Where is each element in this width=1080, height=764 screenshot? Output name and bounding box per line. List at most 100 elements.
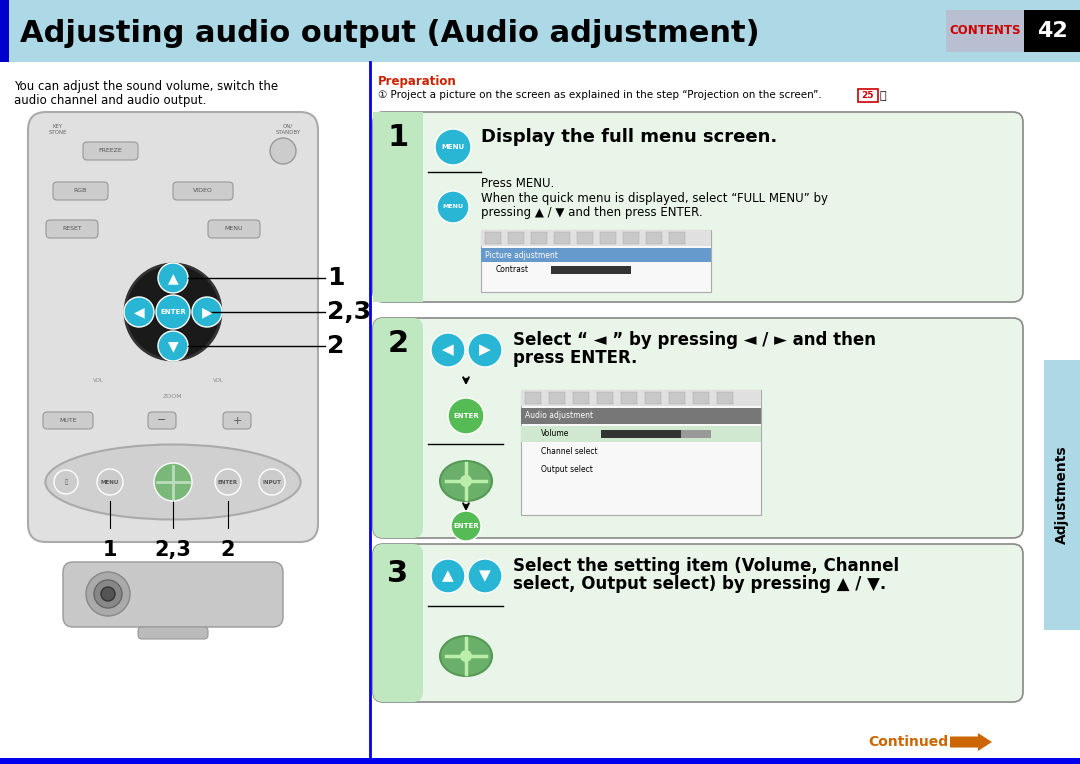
FancyBboxPatch shape <box>63 562 283 627</box>
Bar <box>0 758 1080 764</box>
Bar <box>521 408 761 424</box>
Circle shape <box>158 331 188 361</box>
Text: VOL: VOL <box>213 377 224 383</box>
Text: −: − <box>158 416 166 426</box>
Circle shape <box>124 297 154 327</box>
Text: CONTENTS: CONTENTS <box>949 24 1021 37</box>
Circle shape <box>468 333 502 367</box>
Text: Select the setting item (Volume, Channel: Select the setting item (Volume, Channel <box>513 557 900 575</box>
Text: Display the full menu screen.: Display the full menu screen. <box>481 128 778 146</box>
Circle shape <box>97 469 123 495</box>
Text: 1: 1 <box>103 540 118 560</box>
Text: VOL: VOL <box>93 377 104 383</box>
Text: RGB: RGB <box>73 189 86 193</box>
Bar <box>621 392 637 404</box>
Text: Preparation: Preparation <box>378 75 457 88</box>
Text: KEY
STONE: KEY STONE <box>49 124 67 134</box>
Bar <box>521 390 761 406</box>
Text: Output select: Output select <box>541 465 593 474</box>
Circle shape <box>460 650 472 662</box>
Text: select, Output select) by pressing ▲ / ▼.: select, Output select) by pressing ▲ / ▼… <box>513 575 887 593</box>
Text: 42: 42 <box>1037 21 1067 41</box>
Bar <box>1024 10 1080 52</box>
Text: Press MENU.: Press MENU. <box>481 177 554 190</box>
Text: ZOOM: ZOOM <box>163 394 183 400</box>
Text: ENTER: ENTER <box>454 413 478 419</box>
Text: MENU: MENU <box>225 226 243 231</box>
Bar <box>693 392 708 404</box>
Circle shape <box>435 129 471 165</box>
Circle shape <box>154 463 192 501</box>
FancyBboxPatch shape <box>373 318 1023 538</box>
Bar <box>597 392 613 404</box>
Text: Audio adjustment: Audio adjustment <box>525 412 593 420</box>
Text: MUTE: MUTE <box>59 418 77 423</box>
FancyBboxPatch shape <box>222 412 251 429</box>
Text: Adjusting audio output (Audio adjustment): Adjusting audio output (Audio adjustment… <box>21 20 759 48</box>
Text: ENTER: ENTER <box>160 309 186 315</box>
Text: ▶: ▶ <box>202 305 213 319</box>
Bar <box>623 232 639 244</box>
Bar <box>531 232 546 244</box>
Text: ① Project a picture on the screen as explained in the step “Projection on the sc: ① Project a picture on the screen as exp… <box>378 90 822 100</box>
Bar <box>669 392 685 404</box>
Text: You can adjust the sound volume, switch the: You can adjust the sound volume, switch … <box>14 80 279 93</box>
FancyBboxPatch shape <box>83 142 138 160</box>
Circle shape <box>158 263 188 293</box>
Text: RESET: RESET <box>63 226 82 231</box>
Text: ▶: ▶ <box>480 342 491 358</box>
Circle shape <box>86 572 130 616</box>
Bar <box>669 232 685 244</box>
Text: pressing ▲ / ▼ and then press ENTER.: pressing ▲ / ▼ and then press ENTER. <box>481 206 703 219</box>
Text: ▲: ▲ <box>167 271 178 285</box>
Circle shape <box>437 191 469 223</box>
Bar <box>485 232 501 244</box>
Circle shape <box>468 559 502 593</box>
Text: Channel select: Channel select <box>541 448 597 457</box>
Bar <box>645 392 661 404</box>
FancyBboxPatch shape <box>138 627 208 639</box>
Bar <box>681 430 711 438</box>
Circle shape <box>192 297 222 327</box>
Circle shape <box>451 511 481 541</box>
Text: Continued: Continued <box>868 735 948 749</box>
Circle shape <box>125 264 221 360</box>
FancyBboxPatch shape <box>53 182 108 200</box>
Text: ON/
STANDBY: ON/ STANDBY <box>275 124 300 134</box>
Circle shape <box>54 470 78 494</box>
Text: MENU: MENU <box>443 205 463 209</box>
Text: FREEZE: FREEZE <box>98 148 122 154</box>
FancyArrow shape <box>950 733 993 751</box>
Text: 2: 2 <box>327 334 345 358</box>
Bar <box>0 0 9 62</box>
FancyBboxPatch shape <box>46 220 98 238</box>
Text: MENU: MENU <box>100 480 119 484</box>
Bar <box>521 426 761 442</box>
Circle shape <box>259 469 285 495</box>
Text: audio channel and audio output.: audio channel and audio output. <box>14 94 206 107</box>
Bar <box>373 112 423 302</box>
FancyBboxPatch shape <box>28 112 318 542</box>
Text: ◀: ◀ <box>134 305 145 319</box>
Ellipse shape <box>440 636 492 676</box>
Bar <box>549 392 565 404</box>
Circle shape <box>215 469 241 495</box>
Text: 〉: 〉 <box>880 91 887 101</box>
Text: ⏻: ⏻ <box>65 479 68 485</box>
Text: ▲: ▲ <box>442 568 454 584</box>
Text: MENU: MENU <box>442 144 464 150</box>
Text: VIDEO: VIDEO <box>193 189 213 193</box>
FancyBboxPatch shape <box>43 412 93 429</box>
Bar <box>481 230 711 246</box>
Text: Volume: Volume <box>541 429 569 439</box>
FancyBboxPatch shape <box>173 182 233 200</box>
Text: INPUT: INPUT <box>262 480 282 484</box>
Text: Adjustments: Adjustments <box>1055 445 1069 544</box>
FancyBboxPatch shape <box>208 220 260 238</box>
Text: 2,3: 2,3 <box>327 300 372 324</box>
Circle shape <box>448 398 484 434</box>
Bar <box>0 0 1080 62</box>
Bar <box>646 232 662 244</box>
Circle shape <box>156 295 190 329</box>
FancyBboxPatch shape <box>373 112 423 302</box>
